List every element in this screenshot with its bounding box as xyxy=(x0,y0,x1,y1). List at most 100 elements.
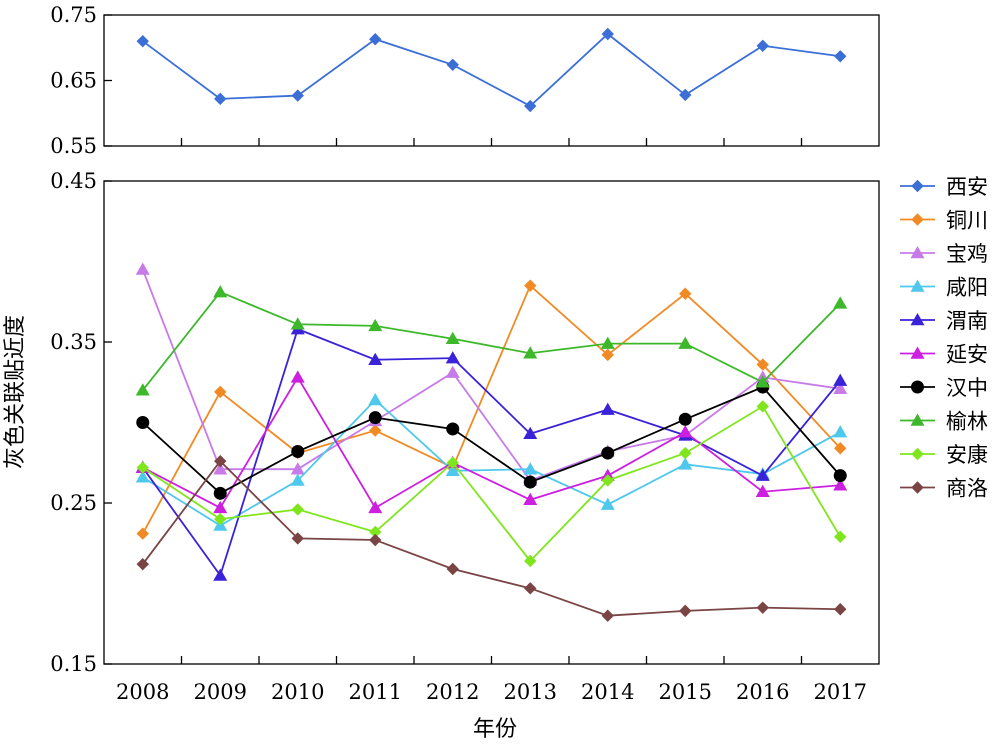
series-line xyxy=(142,327,841,578)
data-point xyxy=(601,609,614,622)
bottom-panel: 0.15 0.25 0.35 0.45 2008 2009 2010 2011 2012 2013… xyxy=(50,169,880,704)
data-point xyxy=(834,603,847,616)
legend-label: 延安 xyxy=(946,343,988,367)
data-point xyxy=(214,92,227,106)
data-point xyxy=(833,425,848,438)
data-point xyxy=(291,89,304,102)
data-point xyxy=(214,512,227,526)
legend-item: 咸阳 xyxy=(900,276,988,300)
data-point xyxy=(290,462,305,475)
top-y-tick-label: 0.55 xyxy=(50,134,97,158)
bottom-series-商洛 xyxy=(136,454,847,622)
data-point xyxy=(524,554,537,568)
data-point xyxy=(600,497,615,510)
legend-marker xyxy=(910,313,925,326)
legend-marker xyxy=(910,246,925,259)
data-point xyxy=(833,381,848,394)
legend-item: 渭南 xyxy=(900,309,988,333)
legend-marker xyxy=(911,380,924,394)
data-point xyxy=(291,444,305,458)
data-point xyxy=(679,604,692,618)
x-tick-label: 2013 xyxy=(504,680,557,704)
data-point xyxy=(523,475,537,489)
data-point xyxy=(214,385,227,399)
data-point xyxy=(600,402,615,415)
x-tick-label: 2008 xyxy=(116,680,169,704)
bottom-y-tick-label: 0.35 xyxy=(50,330,97,354)
data-point xyxy=(523,426,538,440)
data-point xyxy=(756,358,769,371)
data-point xyxy=(368,318,383,332)
legend-label: 安康 xyxy=(946,443,988,467)
top-panel: 0.55 0.65 0.75 xyxy=(50,3,880,158)
data-point xyxy=(136,461,149,474)
data-point xyxy=(213,568,228,581)
data-point xyxy=(213,486,227,500)
data-point xyxy=(601,474,614,487)
legend-item: 商洛 xyxy=(900,477,988,501)
series-line xyxy=(142,375,841,510)
data-point xyxy=(291,503,304,516)
bottom-y-tick-label: 0.15 xyxy=(50,652,97,676)
data-point xyxy=(679,446,692,460)
data-point xyxy=(833,373,848,386)
legend-item: 安康 xyxy=(900,443,988,467)
legend-label: 西安 xyxy=(946,175,988,199)
data-point xyxy=(601,348,614,362)
data-point xyxy=(369,424,382,437)
bottom-y-tick-label: 0.45 xyxy=(50,169,97,193)
data-point xyxy=(213,462,228,475)
top-y-tick-label: 0.65 xyxy=(50,69,97,93)
data-point xyxy=(678,412,692,426)
data-point xyxy=(291,532,304,545)
data-point xyxy=(445,331,460,345)
data-point xyxy=(678,336,693,349)
series-line xyxy=(141,269,841,482)
data-point xyxy=(524,582,537,595)
data-point xyxy=(213,285,228,298)
data-point xyxy=(368,352,383,365)
x-tick-label: 2017 xyxy=(814,680,867,704)
y-axis-title: 灰色关联贴近度 xyxy=(3,315,28,469)
data-point xyxy=(756,400,769,413)
data-point xyxy=(755,375,770,388)
legend-marker xyxy=(910,413,925,426)
data-point xyxy=(290,473,305,486)
series-line xyxy=(142,32,841,108)
series-line xyxy=(142,459,841,617)
legend-label: 宝鸡 xyxy=(946,242,988,266)
data-point xyxy=(135,383,150,396)
data-point xyxy=(445,463,460,477)
bottom-series-榆林 xyxy=(135,285,848,396)
bottom-series-渭南 xyxy=(135,322,848,581)
data-point xyxy=(755,468,770,481)
legend-item: 汉中 xyxy=(900,376,988,400)
series-line xyxy=(142,405,842,563)
data-point xyxy=(135,262,150,275)
legend-label: 咸阳 xyxy=(946,276,988,300)
data-point xyxy=(678,425,693,438)
data-point xyxy=(136,35,149,48)
data-point xyxy=(601,27,614,41)
bottom-series-宝鸡 xyxy=(135,262,848,486)
legend-label: 铜川 xyxy=(946,209,988,233)
data-point xyxy=(135,470,150,483)
data-point xyxy=(368,500,383,514)
top-plot-frame xyxy=(103,14,880,147)
data-point xyxy=(369,33,382,46)
legend-label: 榆林 xyxy=(946,410,988,434)
legend-label: 汉中 xyxy=(946,376,988,400)
data-point xyxy=(756,39,769,52)
legend-item: 西安 xyxy=(900,175,988,199)
data-point xyxy=(600,336,615,349)
bottom-series-咸阳 xyxy=(135,392,848,531)
bottom-plot-frame xyxy=(103,180,880,665)
data-point xyxy=(834,50,847,63)
x-tick-label: 2009 xyxy=(194,680,247,704)
series-line xyxy=(142,386,841,495)
legend-marker xyxy=(911,213,924,226)
data-point xyxy=(445,351,460,364)
data-point xyxy=(446,422,460,436)
